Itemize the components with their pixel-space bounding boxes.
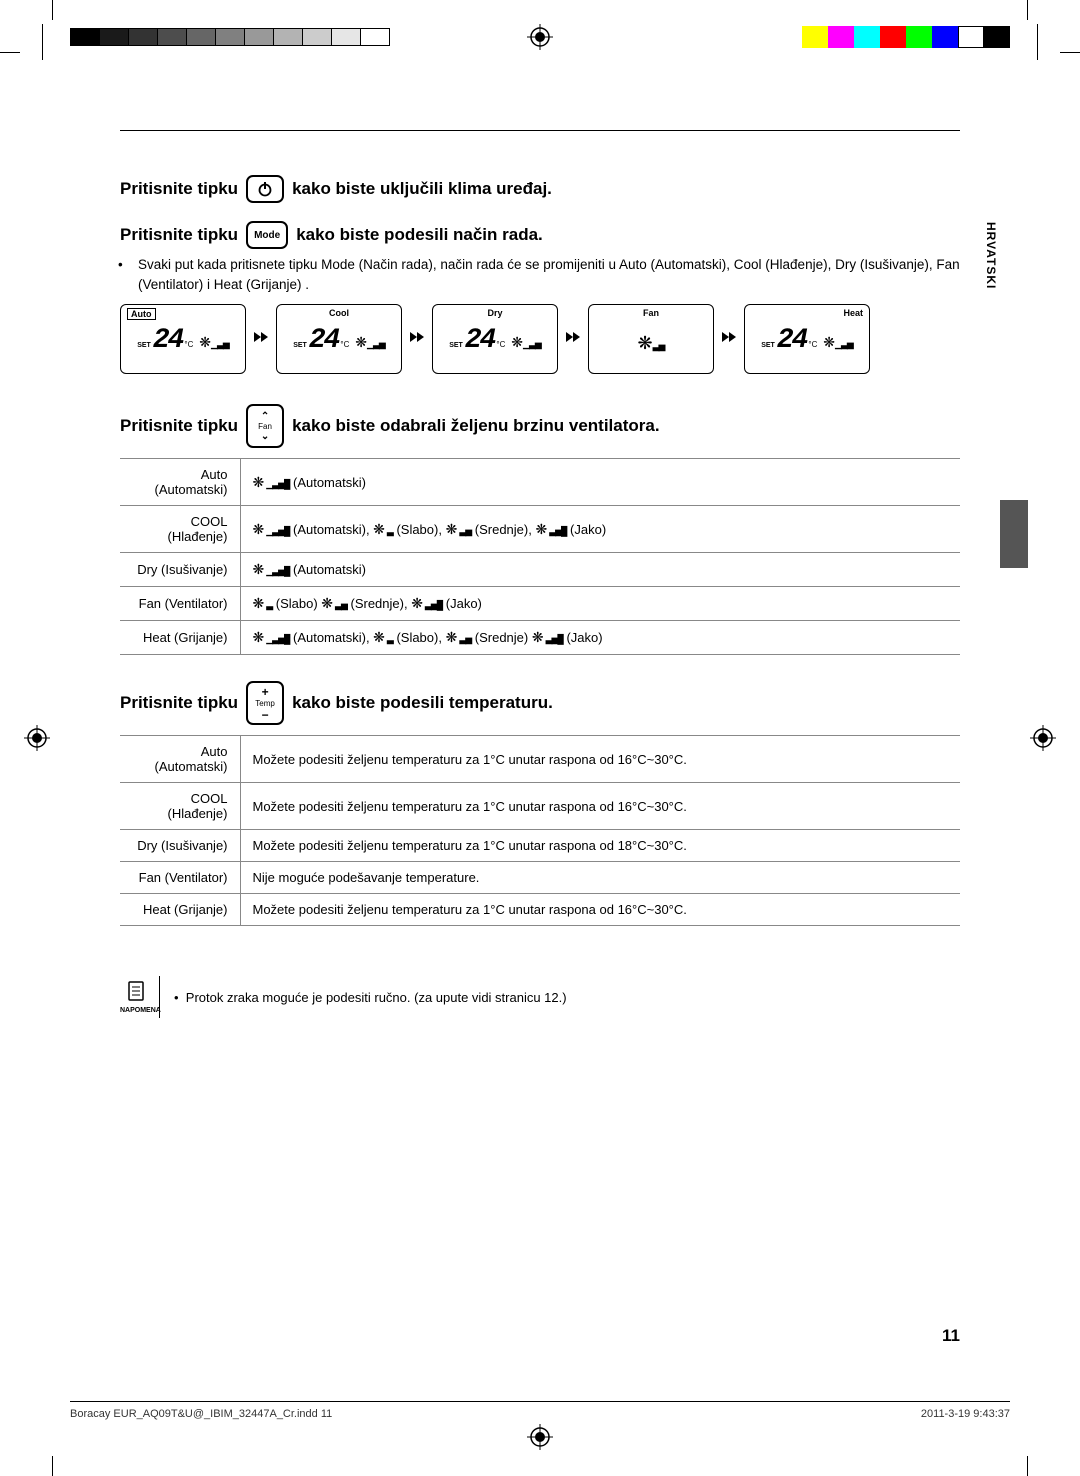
page-number: 11 <box>942 1326 960 1346</box>
table-speed-cell: ❋▁▃▅█ (Automatski) <box>240 459 960 506</box>
table-mode-cell: COOL (Hlađenje) <box>120 506 240 553</box>
table-mode-cell: COOL (Hlađenje) <box>120 783 240 830</box>
text: kako biste podesili način rada. <box>296 225 543 245</box>
table-mode-cell: Auto (Automatski) <box>120 736 240 783</box>
registration-mark-icon <box>527 1424 553 1450</box>
page-content: HRVATSKI Pritisnite tipku kako biste ukl… <box>120 130 960 1346</box>
text: Pritisnite tipku <box>120 225 238 245</box>
note-block: NAPOMENA • Protok zraka moguće je podesi… <box>120 976 960 1018</box>
table-desc-cell: Možete podesiti željenu temperaturu za 1… <box>240 894 960 926</box>
fan-instruction: Pritisnite tipku ⌃ Fan ⌄ kako biste odab… <box>120 404 960 448</box>
fan-button-icon: ⌃ Fan ⌄ <box>246 404 284 448</box>
note-text: • Protok zraka moguće je podesiti ručno.… <box>174 990 567 1005</box>
footer: Boracay EUR_AQ09T&U@_IBIM_32447A_Cr.indd… <box>70 1401 1010 1420</box>
mode-display-box: AutoSET24°C ❋▁▃▅ <box>120 304 246 374</box>
fan-speed-table: Auto (Automatski)❋▁▃▅█ (Automatski) COOL… <box>120 458 960 655</box>
table-speed-cell: ❋▁▃▅█ (Automatski), ❋▃ (Slabo), ❋▃▅ (Sre… <box>240 506 960 553</box>
table-speed-cell: ❋▁▃▅█ (Automatski), ❋▃ (Slabo), ❋▃▅ (Sre… <box>240 621 960 655</box>
table-desc-cell: Možete podesiti željenu temperaturu za 1… <box>240 830 960 862</box>
table-mode-cell: Dry (Isušivanje) <box>120 830 240 862</box>
table-mode-cell: Fan (Ventilator) <box>120 587 240 621</box>
footer-file: Boracay EUR_AQ09T&U@_IBIM_32447A_Cr.indd… <box>70 1408 332 1420</box>
arrow-icon <box>720 329 738 350</box>
table-desc-cell: Možete podesiti željenu temperaturu za 1… <box>240 736 960 783</box>
registration-mark-icon <box>24 725 50 751</box>
table-mode-cell: Dry (Isušivanje) <box>120 553 240 587</box>
mode-display-box: DrySET24°C ❋▁▃▅ <box>432 304 558 374</box>
mode-display-box: HeatSET24°C ❋▁▃▅ <box>744 304 870 374</box>
text: kako biste uključili klima uređaj. <box>292 179 552 199</box>
arrow-icon <box>252 329 270 350</box>
text: kako biste podesili temperaturu. <box>292 693 553 713</box>
note-icon: NAPOMENA <box>120 976 160 1018</box>
temp-table: Auto (Automatski)Možete podesiti željenu… <box>120 735 960 926</box>
mode-note: •Svaki put kada pritisnete tipku Mode (N… <box>120 255 960 294</box>
registration-mark-icon <box>1030 725 1056 751</box>
table-mode-cell: Heat (Grijanje) <box>120 894 240 926</box>
mode-instruction: Pritisnite tipku Mode kako biste podesil… <box>120 221 960 249</box>
temp-instruction: Pritisnite tipku + Temp − kako biste pod… <box>120 681 960 725</box>
arrow-icon <box>564 329 582 350</box>
thumb-index <box>1000 500 1028 568</box>
power-instruction: Pritisnite tipku kako biste uključili kl… <box>120 175 960 203</box>
table-desc-cell: Nije moguće podešavanje temperature. <box>240 862 960 894</box>
mode-display-box: Fan❋▃▅ <box>588 304 714 374</box>
arrow-icon <box>408 329 426 350</box>
mode-button-icon: Mode <box>246 221 288 249</box>
power-button-icon <box>246 175 284 203</box>
text: Pritisnite tipku <box>120 416 238 436</box>
mode-displays: AutoSET24°C ❋▁▃▅ CoolSET24°C ❋▁▃▅ DrySET24… <box>120 304 960 374</box>
text: Pritisnite tipku <box>120 693 238 713</box>
text: kako biste odabrali željenu brzinu venti… <box>292 416 659 436</box>
color-bar <box>802 26 1010 48</box>
table-speed-cell: ❋▁▃▅█ (Automatski) <box>240 553 960 587</box>
table-mode-cell: Fan (Ventilator) <box>120 862 240 894</box>
table-speed-cell: ❋▃ (Slabo) ❋▃▅ (Srednje), ❋▃▅█ (Jako) <box>240 587 960 621</box>
registration-mark-icon <box>527 24 553 50</box>
table-mode-cell: Auto (Automatski) <box>120 459 240 506</box>
temp-button-icon: + Temp − <box>246 681 284 725</box>
table-mode-cell: Heat (Grijanje) <box>120 621 240 655</box>
text: Pritisnite tipku <box>120 179 238 199</box>
language-tab: HRVATSKI <box>984 222 998 289</box>
table-desc-cell: Možete podesiti željenu temperaturu za 1… <box>240 783 960 830</box>
footer-date: 2011-3-19 9:43:37 <box>921 1408 1010 1420</box>
mode-display-box: CoolSET24°C ❋▁▃▅ <box>276 304 402 374</box>
